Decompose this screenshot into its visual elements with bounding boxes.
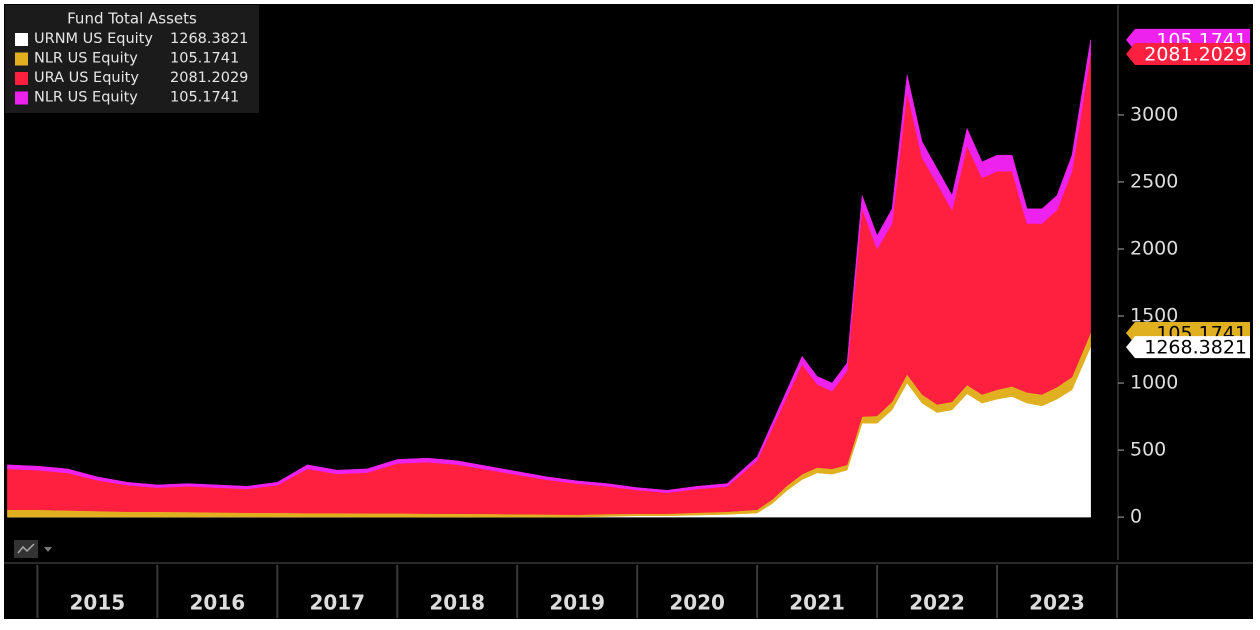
legend-label: URNM US Equity — [34, 31, 153, 47]
legend-swatch — [15, 33, 28, 46]
x-tick-label: 2021 — [789, 591, 845, 615]
x-tick-label: 2015 — [70, 591, 126, 615]
x-tick-label: 2018 — [429, 591, 485, 615]
legend-swatch — [15, 52, 28, 66]
legend-value: 2081.2029 — [170, 70, 248, 86]
legend-value: 1268.3821 — [170, 31, 248, 47]
legend-value: 105.1741 — [170, 90, 239, 106]
legend: Fund Total Assets URNM US Equity 1268.382… — [5, 5, 259, 113]
x-tick-label: 2019 — [549, 591, 605, 615]
y-tick-label: 2500 — [1130, 170, 1178, 192]
area-series — [7, 39, 1091, 493]
value-tag-label: 1268.3821 — [1144, 337, 1247, 359]
plot-area — [7, 39, 1091, 518]
legend-box — [5, 5, 259, 113]
axes: 0 500 1000 1500 2000 2500 3000 2015 2016 2017 2018… — [36, 5, 1178, 618]
x-tick-label: 2023 — [1029, 591, 1085, 615]
legend-swatch — [15, 91, 28, 105]
x-tick-label: 2017 — [309, 591, 365, 615]
legend-label: NLR US Equity — [34, 90, 138, 106]
y-tick-label: 500 — [1130, 439, 1166, 461]
y-tick-label: 3000 — [1130, 103, 1178, 125]
x-tick-label: 2022 — [909, 591, 965, 615]
value-tag-label: 2081.2029 — [1144, 43, 1247, 65]
chart-type-icon[interactable] — [14, 540, 52, 558]
x-tick-label: 2016 — [189, 591, 245, 615]
y-tick-label: 0 — [1130, 506, 1142, 528]
legend-swatch — [15, 72, 28, 85]
icon-caret — [44, 547, 52, 552]
icon-glyph — [17, 543, 35, 554]
legend-label: URA US Equity — [34, 70, 139, 86]
y-tick-label: 2000 — [1130, 237, 1178, 259]
y-tick-label: 1500 — [1130, 305, 1178, 327]
y-tick-label: 1000 — [1130, 372, 1178, 394]
value-tag — [1126, 336, 1250, 359]
x-tick-label: 2020 — [669, 591, 725, 615]
legend-title: Fund Total Assets — [67, 10, 197, 28]
legend-label: NLR US Equity — [34, 51, 138, 67]
value-tag — [1126, 42, 1250, 65]
legend-value: 105.1741 — [170, 51, 239, 67]
